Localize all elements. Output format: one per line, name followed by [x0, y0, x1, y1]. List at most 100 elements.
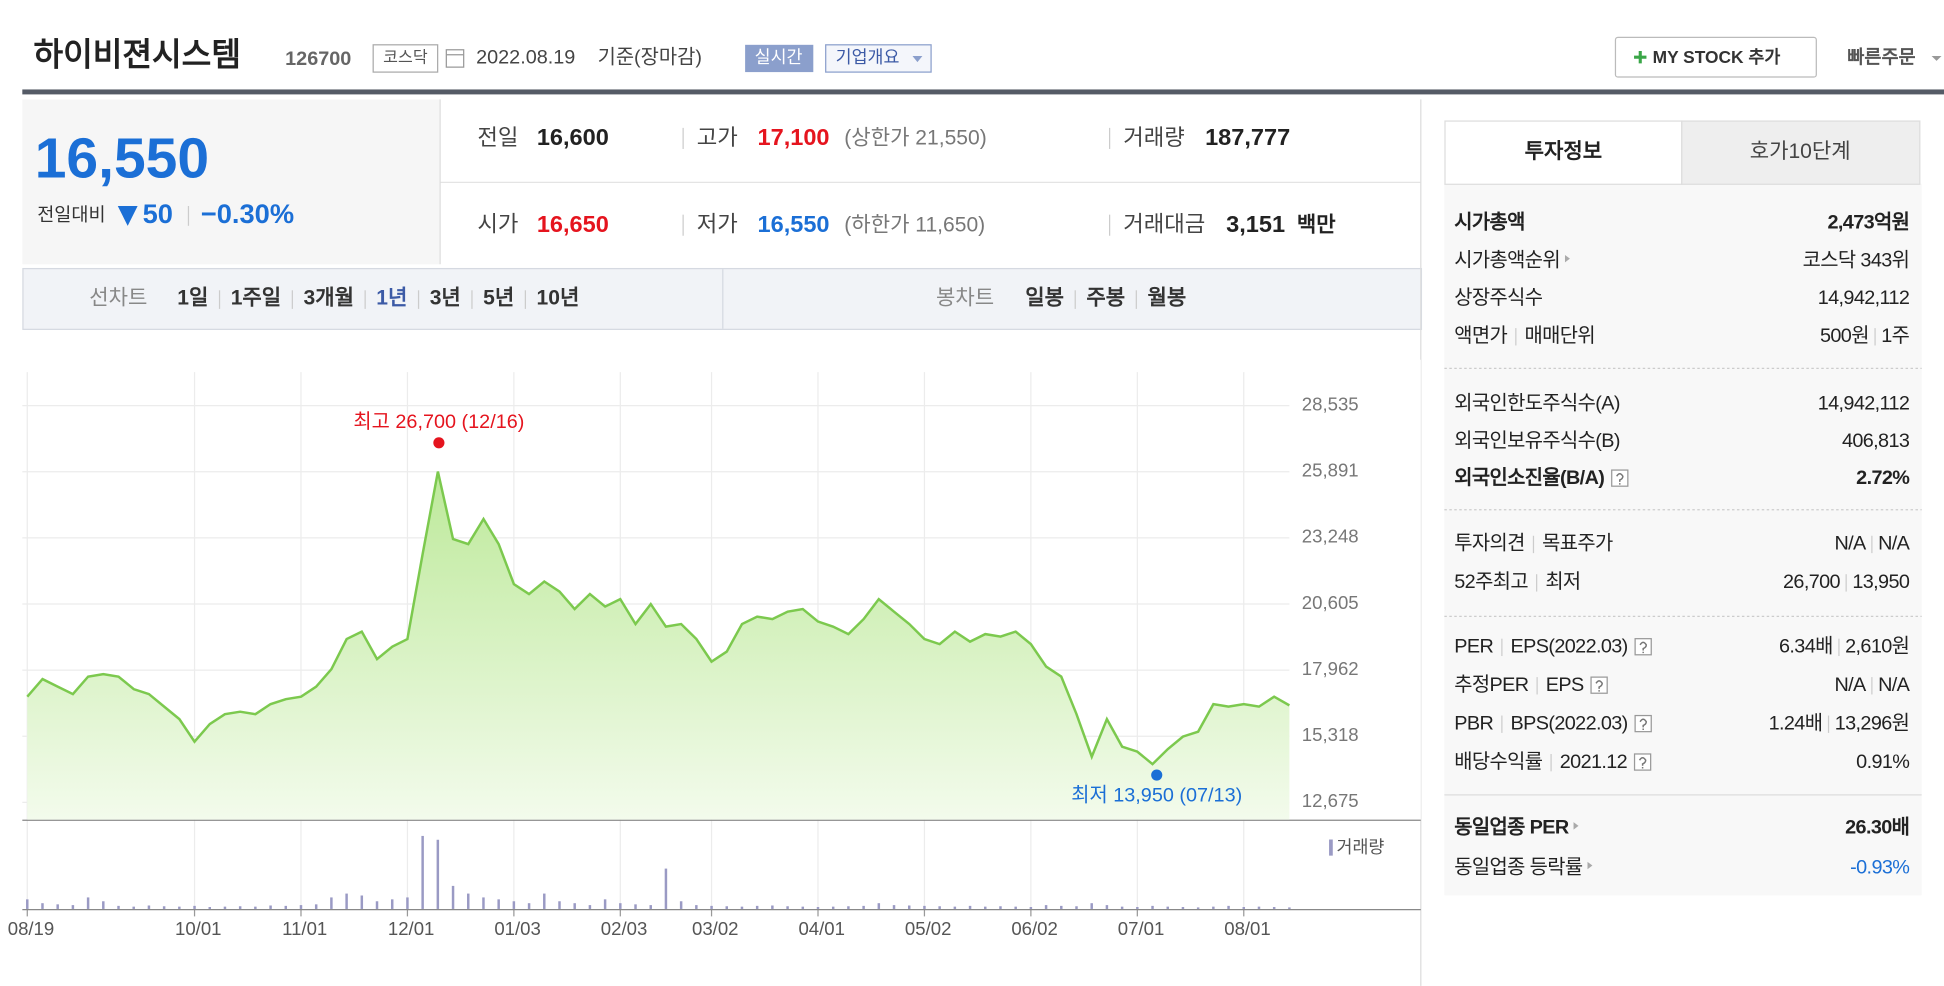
tab[interactable]: 1일 [177, 286, 208, 310]
info-value: 13,296원 [1835, 712, 1910, 734]
help-glyph [1639, 718, 1648, 731]
help-icon[interactable] [1634, 714, 1652, 733]
summary-value: 17,100 [758, 124, 830, 150]
info-label: 외국인보유주식수(B) [1454, 430, 1620, 452]
arrow-icon[interactable] [1587, 861, 1593, 870]
info-label: 목표주가 [1542, 533, 1613, 555]
volume-bar [1181, 907, 1185, 909]
info-tab-active[interactable] [1444, 120, 1683, 185]
volume-bar [543, 893, 546, 909]
change-label: 전일대비 [37, 204, 105, 225]
y-tick-label: 23,248 [1302, 526, 1359, 547]
volume-bar [984, 906, 987, 909]
tab[interactable]: 5년 [483, 286, 514, 310]
info-value: N/A [1834, 674, 1867, 696]
x-tick-label: 12/01 [388, 918, 435, 939]
volume-bar [1288, 907, 1291, 909]
high-dot [433, 437, 445, 449]
help-glyph [1616, 473, 1624, 485]
info-tab-label[interactable]: 투자정보 [1525, 139, 1603, 163]
help-icon[interactable] [1634, 638, 1652, 656]
help-icon[interactable] [1633, 753, 1652, 771]
volume-bar [877, 903, 881, 909]
volume-bar [801, 906, 805, 909]
volume-bar [1196, 907, 1200, 909]
x-tick-label: 11/01 [282, 918, 327, 939]
realtime-button[interactable] [745, 44, 814, 73]
info-value: 코스닥 343위 [1803, 249, 1910, 271]
stock-name: 하이비젼시스템 [33, 37, 241, 73]
volume-bar [71, 905, 75, 909]
volume-bar [314, 904, 318, 909]
quick-order[interactable]: 빠른주문 [1847, 46, 1915, 67]
volume-bar [603, 899, 607, 909]
volume-bar [1242, 907, 1246, 909]
volume-bar [847, 906, 850, 909]
volume-bar [345, 893, 348, 909]
realtime[interactable]: 실시간 [755, 47, 803, 67]
tab[interactable]: 10년 [537, 286, 580, 310]
line-chart-label: 선차트 [89, 286, 147, 310]
dropdown-arrow [1931, 55, 1942, 61]
price-chart: 08/19 10/01 11/01 12/01 01/03 02/03 03/02 04/01… [8, 359, 1421, 939]
tab[interactable]: 1년 [376, 286, 407, 310]
info-value: N/A [1878, 674, 1911, 696]
info-tab-label[interactable]: 호가10단계 [1750, 139, 1851, 163]
info-value: 0.91% [1856, 751, 1909, 773]
x-tick-label: 01/03 [494, 918, 541, 939]
volume-bar [406, 897, 409, 909]
tab[interactable]: 월봉 [1147, 286, 1186, 310]
x-tick-label: 08/19 [8, 918, 54, 939]
info-tab[interactable] [1681, 120, 1921, 185]
summary-label: 거래대금 [1123, 212, 1205, 237]
volume-bar [208, 907, 211, 909]
tab[interactable]: 3년 [430, 286, 461, 310]
volume-bar [162, 906, 166, 909]
volume-bar [360, 895, 364, 909]
tab[interactable]: 3개월 [304, 286, 354, 310]
low-dot [1151, 769, 1163, 781]
help-icon[interactable] [1590, 676, 1608, 694]
price-line [26, 471, 1291, 766]
info-value: 2,610원 [1845, 636, 1909, 658]
volume-bar [512, 901, 516, 909]
basis: 기준(장마감) [598, 47, 702, 69]
add-stock[interactable]: MY STOCK 추가 [1653, 47, 1781, 67]
summary-value: 16,650 [537, 211, 609, 237]
volume-bar [1044, 905, 1048, 909]
tab[interactable]: 1주일 [231, 286, 281, 310]
volume-bar [254, 906, 257, 909]
volume-bar [1105, 905, 1109, 909]
tab[interactable]: 일봉 [1025, 286, 1064, 310]
company-button[interactable] [825, 44, 932, 73]
add-stock-button[interactable] [1614, 36, 1817, 78]
arrow-icon[interactable] [1573, 822, 1579, 830]
tab[interactable]: 주봉 [1086, 286, 1125, 310]
plus-icon [1634, 51, 1647, 64]
summary-value: 187,777 [1205, 124, 1290, 150]
info-label: PBR [1454, 712, 1493, 734]
info-value: 6.34배 [1779, 636, 1833, 658]
info-value: 26.30배 [1845, 817, 1909, 839]
stock-code: 126700 [285, 48, 351, 70]
help-glyph [1638, 756, 1647, 769]
volume-bar [786, 906, 789, 909]
change: 50 [143, 198, 173, 229]
volume-bar [710, 905, 713, 909]
summary-label: 시가 [477, 212, 518, 237]
help-icon[interactable] [1611, 469, 1629, 487]
help-glyph [1595, 680, 1603, 692]
info-label: EPS [1546, 674, 1584, 696]
arrow-icon[interactable] [1564, 254, 1570, 263]
volume-bar [299, 905, 303, 909]
summary-limit: (하한가 11,650) [844, 212, 985, 236]
volume-bar [1136, 907, 1139, 909]
volume-bar [1272, 907, 1276, 909]
dropdown-arrow [912, 55, 923, 63]
summary-label: 고가 [697, 125, 738, 150]
volume-bar [375, 901, 379, 909]
company[interactable]: 기업개요 [836, 47, 900, 67]
info-value: 26,700 [1783, 571, 1841, 593]
candle-chart-label: 봉차트 [936, 286, 994, 310]
